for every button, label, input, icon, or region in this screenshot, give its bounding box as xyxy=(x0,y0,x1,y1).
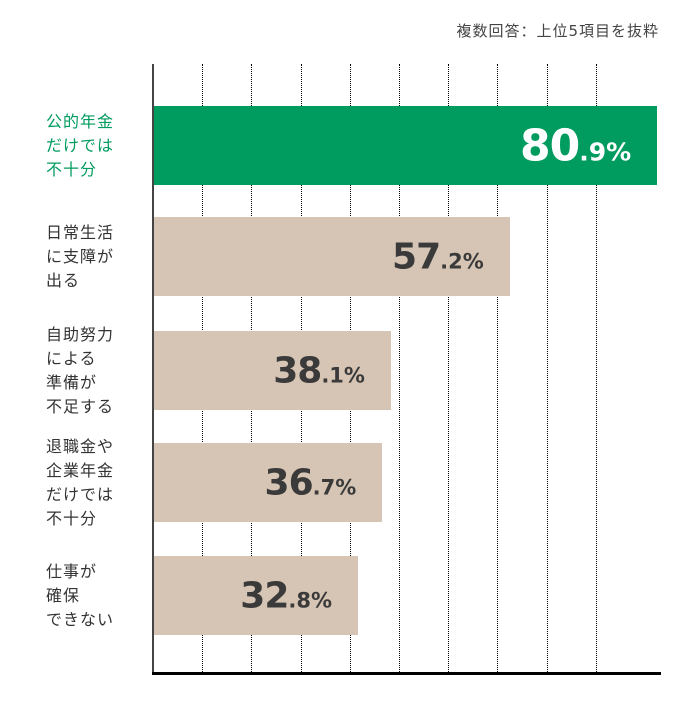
chart-note: 複数回答：上位5項目を抜粋 xyxy=(456,22,659,40)
gridline xyxy=(497,64,499,672)
data-label-integer: 57 xyxy=(392,236,441,277)
data-label-integer: 80 xyxy=(520,120,580,171)
data-label-decimal: .7% xyxy=(312,475,357,499)
data-label-decimal: .8% xyxy=(288,588,333,612)
bar: 32.8% xyxy=(154,556,359,635)
gridline xyxy=(546,64,548,672)
data-label-integer: 32 xyxy=(240,575,289,616)
data-label-decimal: .1% xyxy=(321,363,365,387)
gridline xyxy=(448,64,450,672)
x-axis xyxy=(152,672,661,675)
data-label: 80.9% xyxy=(520,120,631,171)
bar: 38.1% xyxy=(154,331,391,410)
category-label: 公的年金 だけでは 不十分 xyxy=(46,112,115,179)
bar: 36.7% xyxy=(154,443,383,522)
gridline xyxy=(595,64,597,672)
data-label: 57.2% xyxy=(392,236,484,277)
bar: 80.9% xyxy=(154,106,658,185)
category-label: 退職金や 企業年金 だけでは 不十分 xyxy=(46,437,115,528)
gridline xyxy=(399,64,400,672)
data-label-integer: 38 xyxy=(273,350,322,391)
y-axis xyxy=(152,64,154,674)
category-label: 仕事が 確保 できない xyxy=(46,562,115,629)
category-label: 日常生活 に支障が 出る xyxy=(46,223,115,290)
data-label: 32.8% xyxy=(240,575,332,616)
bar: 57.2% xyxy=(154,217,510,296)
category-label: 自助努力 による 準備が 不足する xyxy=(46,325,115,416)
data-label-decimal: .9% xyxy=(579,137,632,166)
data-label: 38.1% xyxy=(273,350,365,391)
data-label: 36.7% xyxy=(265,462,357,503)
data-label-integer: 36 xyxy=(264,462,314,503)
data-label-decimal: .2% xyxy=(440,249,484,273)
